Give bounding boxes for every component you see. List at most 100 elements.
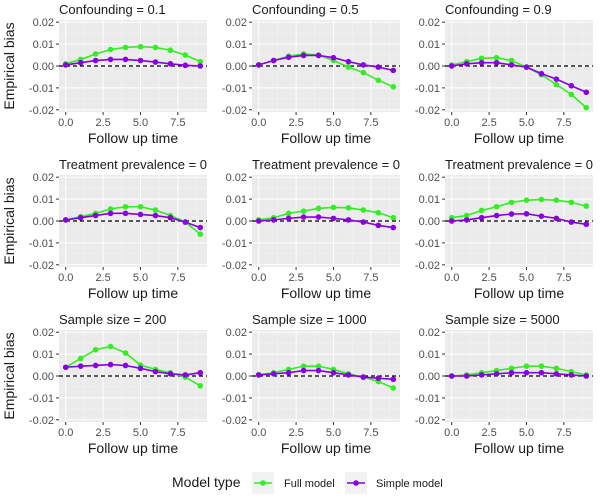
x-tick-label: 5.0 <box>133 272 148 284</box>
x-tick-label: 7.5 <box>556 427 571 439</box>
data-point-simple-model <box>508 62 515 68</box>
y-tick-label: -0.02 <box>29 105 54 117</box>
y-tick-label: -0.01 <box>415 238 440 250</box>
x-tick-label: 2.5 <box>481 117 496 129</box>
x-axis-title: Follow up time <box>474 130 564 146</box>
data-point-simple-model <box>107 361 114 368</box>
y-tick-label: 0.01 <box>33 194 54 206</box>
data-point-simple-model <box>568 219 575 225</box>
facet-panel-1: Confounding = 0.1 -0.02 -0.01 0.00 0.01 0.02 0… <box>1 2 207 146</box>
data-point-simple-model <box>375 375 382 381</box>
data-point-simple-model <box>167 61 174 67</box>
data-point-simple-model <box>493 212 500 219</box>
data-point-simple-model <box>197 224 204 231</box>
series-line-full-model <box>65 205 201 235</box>
data-point-full-model <box>508 365 515 372</box>
x-tick-label: 5.0 <box>133 117 148 129</box>
data-point-full-model <box>538 196 545 203</box>
data-point-simple-model <box>122 56 129 63</box>
x-tick-label: 7.5 <box>556 117 571 129</box>
legend-label-full-model: Full model <box>284 478 335 490</box>
x-tick-label: 5.0 <box>519 427 534 439</box>
y-tick-label: 0.02 <box>419 327 440 339</box>
data-point-full-model <box>122 44 129 51</box>
facet-panel-9: Sample size = 5000-0.02-0.010.000.010.02… <box>415 312 593 456</box>
data-point-simple-model <box>197 369 204 376</box>
y-tick-label: -0.02 <box>415 105 440 117</box>
data-point-simple-model <box>197 63 204 69</box>
y-axis-title: Empirical bias <box>1 177 17 264</box>
data-point-simple-model <box>255 218 262 224</box>
data-point-simple-model <box>345 217 352 223</box>
data-point-full-model <box>152 207 159 213</box>
y-tick-label: 0.01 <box>419 349 440 361</box>
data-point-simple-model <box>553 76 560 82</box>
panel-title: Treatment prevalence = 0 <box>252 157 400 172</box>
x-tick-label: 7.5 <box>363 117 378 129</box>
y-tick-label: 0.00 <box>419 371 440 383</box>
y-tick-label: -0.02 <box>222 105 247 117</box>
y-tick-label: 0.00 <box>33 61 54 73</box>
data-point-full-model <box>493 54 500 61</box>
y-tick-label: 0.00 <box>419 216 440 228</box>
data-point-simple-model <box>167 214 174 221</box>
data-point-simple-model <box>285 369 292 376</box>
data-point-full-model <box>197 231 204 237</box>
data-point-simple-model <box>390 67 397 74</box>
data-point-simple-model <box>255 372 262 378</box>
y-tick-label: -0.01 <box>222 83 247 95</box>
x-tick-label: 5.0 <box>519 272 534 284</box>
data-point-full-model <box>137 43 144 50</box>
y-tick-label: 0.01 <box>226 194 247 206</box>
series-line-simple-model <box>451 371 587 377</box>
y-tick-label: 0.00 <box>33 216 54 228</box>
facet-panel-3: Confounding = 0.9 -0.02 -0.01 0.00 0.01 0.02 0… <box>415 2 593 146</box>
data-point-full-model <box>92 51 99 57</box>
legend-label-simple-model: Simple model <box>376 478 443 490</box>
data-point-full-model <box>345 205 352 211</box>
data-point-simple-model <box>315 214 322 220</box>
data-point-full-model <box>360 69 367 76</box>
data-point-full-model <box>360 207 367 213</box>
data-point-simple-model <box>167 371 174 377</box>
y-tick-label: -0.02 <box>415 415 440 427</box>
data-point-full-model <box>300 363 307 369</box>
data-point-simple-model <box>390 376 397 383</box>
y-tick-label: 0.02 <box>33 17 54 29</box>
data-point-full-model <box>508 57 515 64</box>
facet-panel-6: Treatment prevalence = 0 -0.02 -0.01 0.00 0.… <box>415 157 593 301</box>
data-point-simple-model <box>270 217 277 223</box>
x-tick-label: 5.0 <box>133 427 148 439</box>
data-point-simple-model <box>345 372 352 378</box>
data-point-simple-model <box>315 52 322 59</box>
x-tick-label: 5.0 <box>326 117 341 129</box>
data-point-simple-model <box>360 62 367 68</box>
y-tick-label: -0.02 <box>29 415 54 427</box>
x-tick-label: 7.5 <box>363 427 378 439</box>
data-point-full-model <box>553 365 560 372</box>
series-line-simple-model <box>451 61 587 94</box>
y-tick-label: -0.02 <box>29 260 54 272</box>
panel-title: Confounding = 0.5 <box>252 2 359 17</box>
data-point-full-model <box>508 199 515 206</box>
data-point-simple-model <box>538 369 545 376</box>
series-line-full-model <box>451 56 587 109</box>
panel-title: Sample size = 5000 <box>445 312 560 327</box>
x-axis-title: Follow up time <box>281 130 371 146</box>
x-tick-label: 2.5 <box>288 427 303 439</box>
data-point-simple-model <box>122 210 129 217</box>
y-tick-label: 0.01 <box>419 194 440 206</box>
y-tick-label: 0.01 <box>419 39 440 51</box>
x-tick-label: 7.5 <box>363 272 378 284</box>
data-point-simple-model <box>538 70 545 77</box>
data-point-simple-model <box>493 371 500 377</box>
data-point-simple-model <box>182 62 189 69</box>
series-line-full-model <box>258 365 394 389</box>
y-tick-label: 0.02 <box>33 172 54 184</box>
data-point-full-model <box>330 204 337 211</box>
panel-title: Treatment prevalence = 0 <box>59 157 207 172</box>
data-point-full-model <box>553 197 560 203</box>
y-tick-label: -0.01 <box>222 393 247 405</box>
data-point-simple-model <box>568 372 575 378</box>
